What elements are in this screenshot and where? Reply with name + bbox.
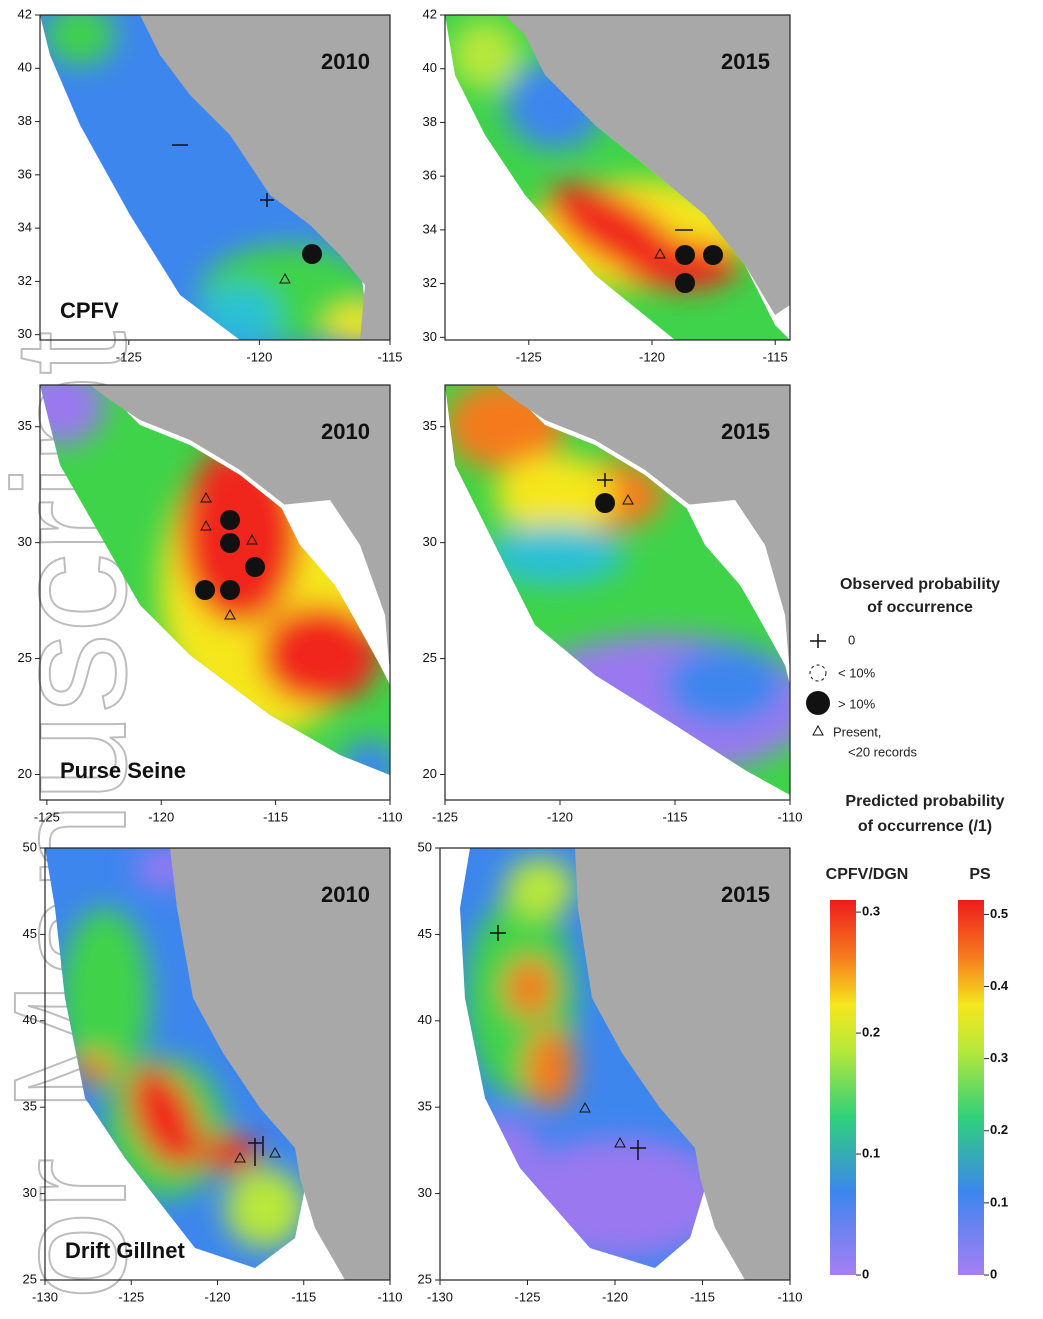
panel-frame [39, 384, 391, 801]
x-tick-label: -125 [516, 349, 542, 364]
legend-title: Observed probability [840, 576, 1000, 593]
y-tick-label: 42 [18, 6, 32, 21]
legend-item: <20 records [848, 744, 918, 759]
y-tick-label: 32 [423, 275, 437, 290]
fishery-label: Drift Gillnet [65, 1238, 185, 1263]
y-tick-label: 30 [423, 534, 437, 549]
x-tick-label: -120 [246, 349, 272, 364]
x-tick-label: -120 [204, 1289, 230, 1304]
colorbar-title: PS [969, 866, 991, 883]
y-tick-label: 30 [423, 329, 437, 344]
y-tick-label: 40 [418, 1012, 432, 1027]
x-tick-label: -130 [32, 1289, 58, 1304]
x-tick-label: -125 [118, 1289, 144, 1304]
legend-title: Predicted probability [845, 793, 1004, 810]
colorbar-tick-label: 0.2 [862, 1025, 880, 1040]
x-tick-label: -125 [514, 1289, 540, 1304]
panel-frame [444, 384, 791, 801]
y-tick-label: 20 [18, 766, 32, 781]
y-tick-label: 25 [418, 1271, 432, 1286]
x-tick-label: -125 [116, 349, 142, 364]
year-label: 2015 [721, 882, 770, 907]
y-tick-label: 30 [18, 326, 32, 341]
x-tick-label: -110 [777, 809, 802, 824]
y-tick-label: 35 [418, 1099, 432, 1114]
fishery-label: Purse Seine [60, 758, 186, 783]
y-tick-label: 35 [423, 418, 437, 433]
x-tick-label: -120 [639, 349, 665, 364]
x-tick-label: -115 [662, 809, 687, 824]
map [40, 15, 390, 340]
y-tick-label: 35 [18, 418, 32, 433]
x-tick-label: -115 [377, 349, 402, 364]
y-tick-label: 45 [23, 926, 37, 941]
y-tick-label: 50 [23, 839, 37, 854]
x-tick-label: -125 [34, 809, 60, 824]
y-tick-label: 42 [423, 6, 437, 21]
colorbar-title: CPFV/DGN [826, 866, 909, 883]
x-tick-label: -110 [777, 1289, 802, 1304]
y-tick-label: 45 [418, 926, 432, 941]
legend-symbols [806, 634, 830, 736]
x-tick-label: -115 [291, 1289, 316, 1304]
y-tick-label: 40 [423, 60, 437, 75]
map [45, 848, 390, 1280]
colorbar-tick-label: 0.3 [990, 1050, 1008, 1065]
y-tick-label: 38 [18, 113, 32, 128]
colorbar [830, 900, 856, 1275]
colorbar [958, 900, 984, 1275]
colorbar-tick-label: 0 [990, 1266, 997, 1281]
colorbar-tick-label: 0.2 [990, 1122, 1008, 1137]
legend-item: 0 [848, 632, 855, 647]
colorbar-tick-label: 0.4 [990, 978, 1009, 993]
colorbar-tick-label: 0.3 [862, 904, 880, 919]
y-tick-label: 34 [18, 220, 32, 235]
x-tick-label: -115 [690, 1289, 715, 1304]
legend-item: > 10% [838, 696, 876, 711]
legend-title: of occurrence [867, 599, 973, 616]
year-label: 2010 [321, 49, 370, 74]
map [460, 848, 790, 1280]
y-tick-label: 36 [423, 168, 437, 183]
y-tick-label: 38 [423, 114, 437, 129]
year-label: 2015 [721, 419, 770, 444]
y-tick-label: 32 [18, 273, 32, 288]
y-tick-label: 25 [423, 650, 437, 665]
legend-item: < 10% [838, 665, 876, 680]
x-tick-label: -120 [148, 809, 174, 824]
x-tick-label: -115 [263, 809, 288, 824]
panel-frame [444, 14, 791, 341]
y-tick-label: 40 [18, 60, 32, 75]
x-tick-label: -115 [763, 349, 788, 364]
x-tick-label: -130 [427, 1289, 453, 1304]
x-tick-label: -120 [602, 1289, 628, 1304]
y-tick-label: 35 [23, 1099, 37, 1114]
fishery-label: CPFV [60, 298, 119, 323]
colorbar-tick-label: 0.1 [990, 1194, 1008, 1209]
y-tick-label: 30 [18, 534, 32, 549]
colorbar-tick-label: 0.1 [862, 1145, 880, 1160]
y-tick-label: 40 [23, 1012, 37, 1027]
year-label: 2010 [321, 882, 370, 907]
colorbar-tick-label: 0.5 [990, 906, 1008, 921]
x-tick-label: -110 [377, 1289, 402, 1304]
y-tick-label: 50 [418, 839, 432, 854]
panel-frame [39, 14, 391, 341]
y-tick-label: 30 [418, 1185, 432, 1200]
x-tick-label: -120 [547, 809, 573, 824]
legend-item: Present, [833, 724, 881, 739]
colorbar-tick-label: 0 [862, 1266, 869, 1281]
y-tick-label: 34 [423, 221, 437, 236]
year-label: 2015 [721, 49, 770, 74]
y-tick-label: 20 [423, 766, 437, 781]
y-tick-label: 25 [23, 1271, 37, 1286]
y-tick-label: 36 [18, 166, 32, 181]
year-label: 2010 [321, 419, 370, 444]
x-tick-label: -110 [377, 809, 402, 824]
y-tick-label: 25 [18, 650, 32, 665]
x-tick-label: -125 [432, 809, 458, 824]
y-tick-label: 30 [23, 1185, 37, 1200]
legend-title: of occurrence (/1) [858, 818, 992, 835]
